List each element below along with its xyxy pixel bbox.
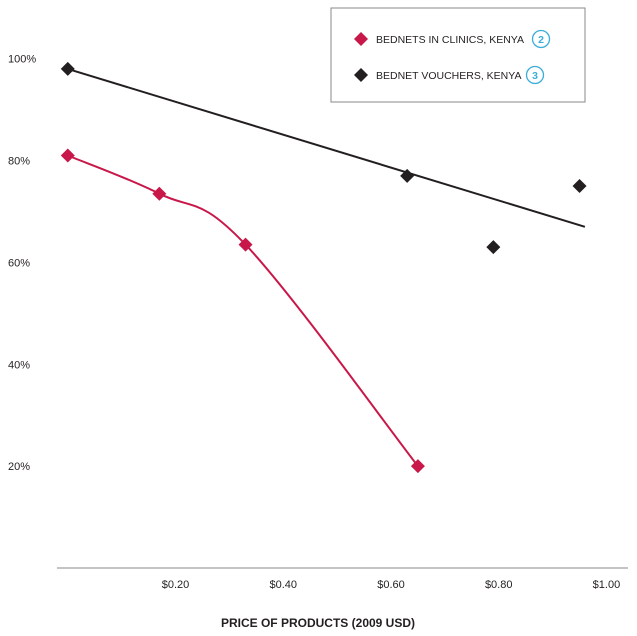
y-tick-labels: 20% 40% 60% 80% 100% [8, 54, 36, 473]
legend-marker [354, 32, 368, 46]
x-tick-labels: $0.20 $0.40 $0.60 $0.80 $1.00 [162, 579, 620, 591]
reference-badge [525, 65, 545, 85]
x-tick-label: $0.60 [377, 579, 405, 591]
data-point [60, 61, 75, 76]
reference-number: 2 [538, 34, 544, 46]
reference-number: 3 [532, 70, 538, 82]
y-tick-label: 40% [8, 359, 30, 371]
series-layer [60, 61, 587, 474]
data-point [60, 148, 75, 163]
x-tick-label: $1.00 [593, 579, 621, 591]
legend-label: BEDNETS IN CLINICS, KENYA [376, 34, 524, 46]
data-point [400, 168, 415, 183]
x-axis-title: PRICE OF PRODUCTS (2009 USD) [221, 616, 415, 630]
series-2 [60, 61, 587, 255]
legend-marker [354, 68, 368, 82]
y-tick-label: 20% [8, 461, 30, 473]
series-1 [60, 148, 425, 474]
y-tick-label: 80% [8, 156, 30, 168]
legend: BEDNETS IN CLINICS, KENYA 2 BEDNET VOUCHER… [330, 7, 586, 103]
data-point [410, 459, 425, 474]
data-point [572, 179, 587, 194]
data-point [238, 237, 253, 252]
data-point [486, 240, 501, 255]
trend-line [67, 67, 586, 228]
reference-badge [531, 29, 551, 49]
x-tick-label: $0.20 [162, 579, 190, 591]
y-tick-label: 100% [8, 54, 36, 66]
data-point [152, 186, 167, 201]
legend-box [330, 7, 586, 103]
legend-label: BEDNET VOUCHERS, KENYA [376, 70, 521, 82]
y-tick-label: 60% [8, 257, 30, 269]
trend-curve [67, 154, 419, 467]
x-tick-label: $0.80 [485, 579, 513, 591]
x-tick-label: $0.40 [269, 579, 297, 591]
